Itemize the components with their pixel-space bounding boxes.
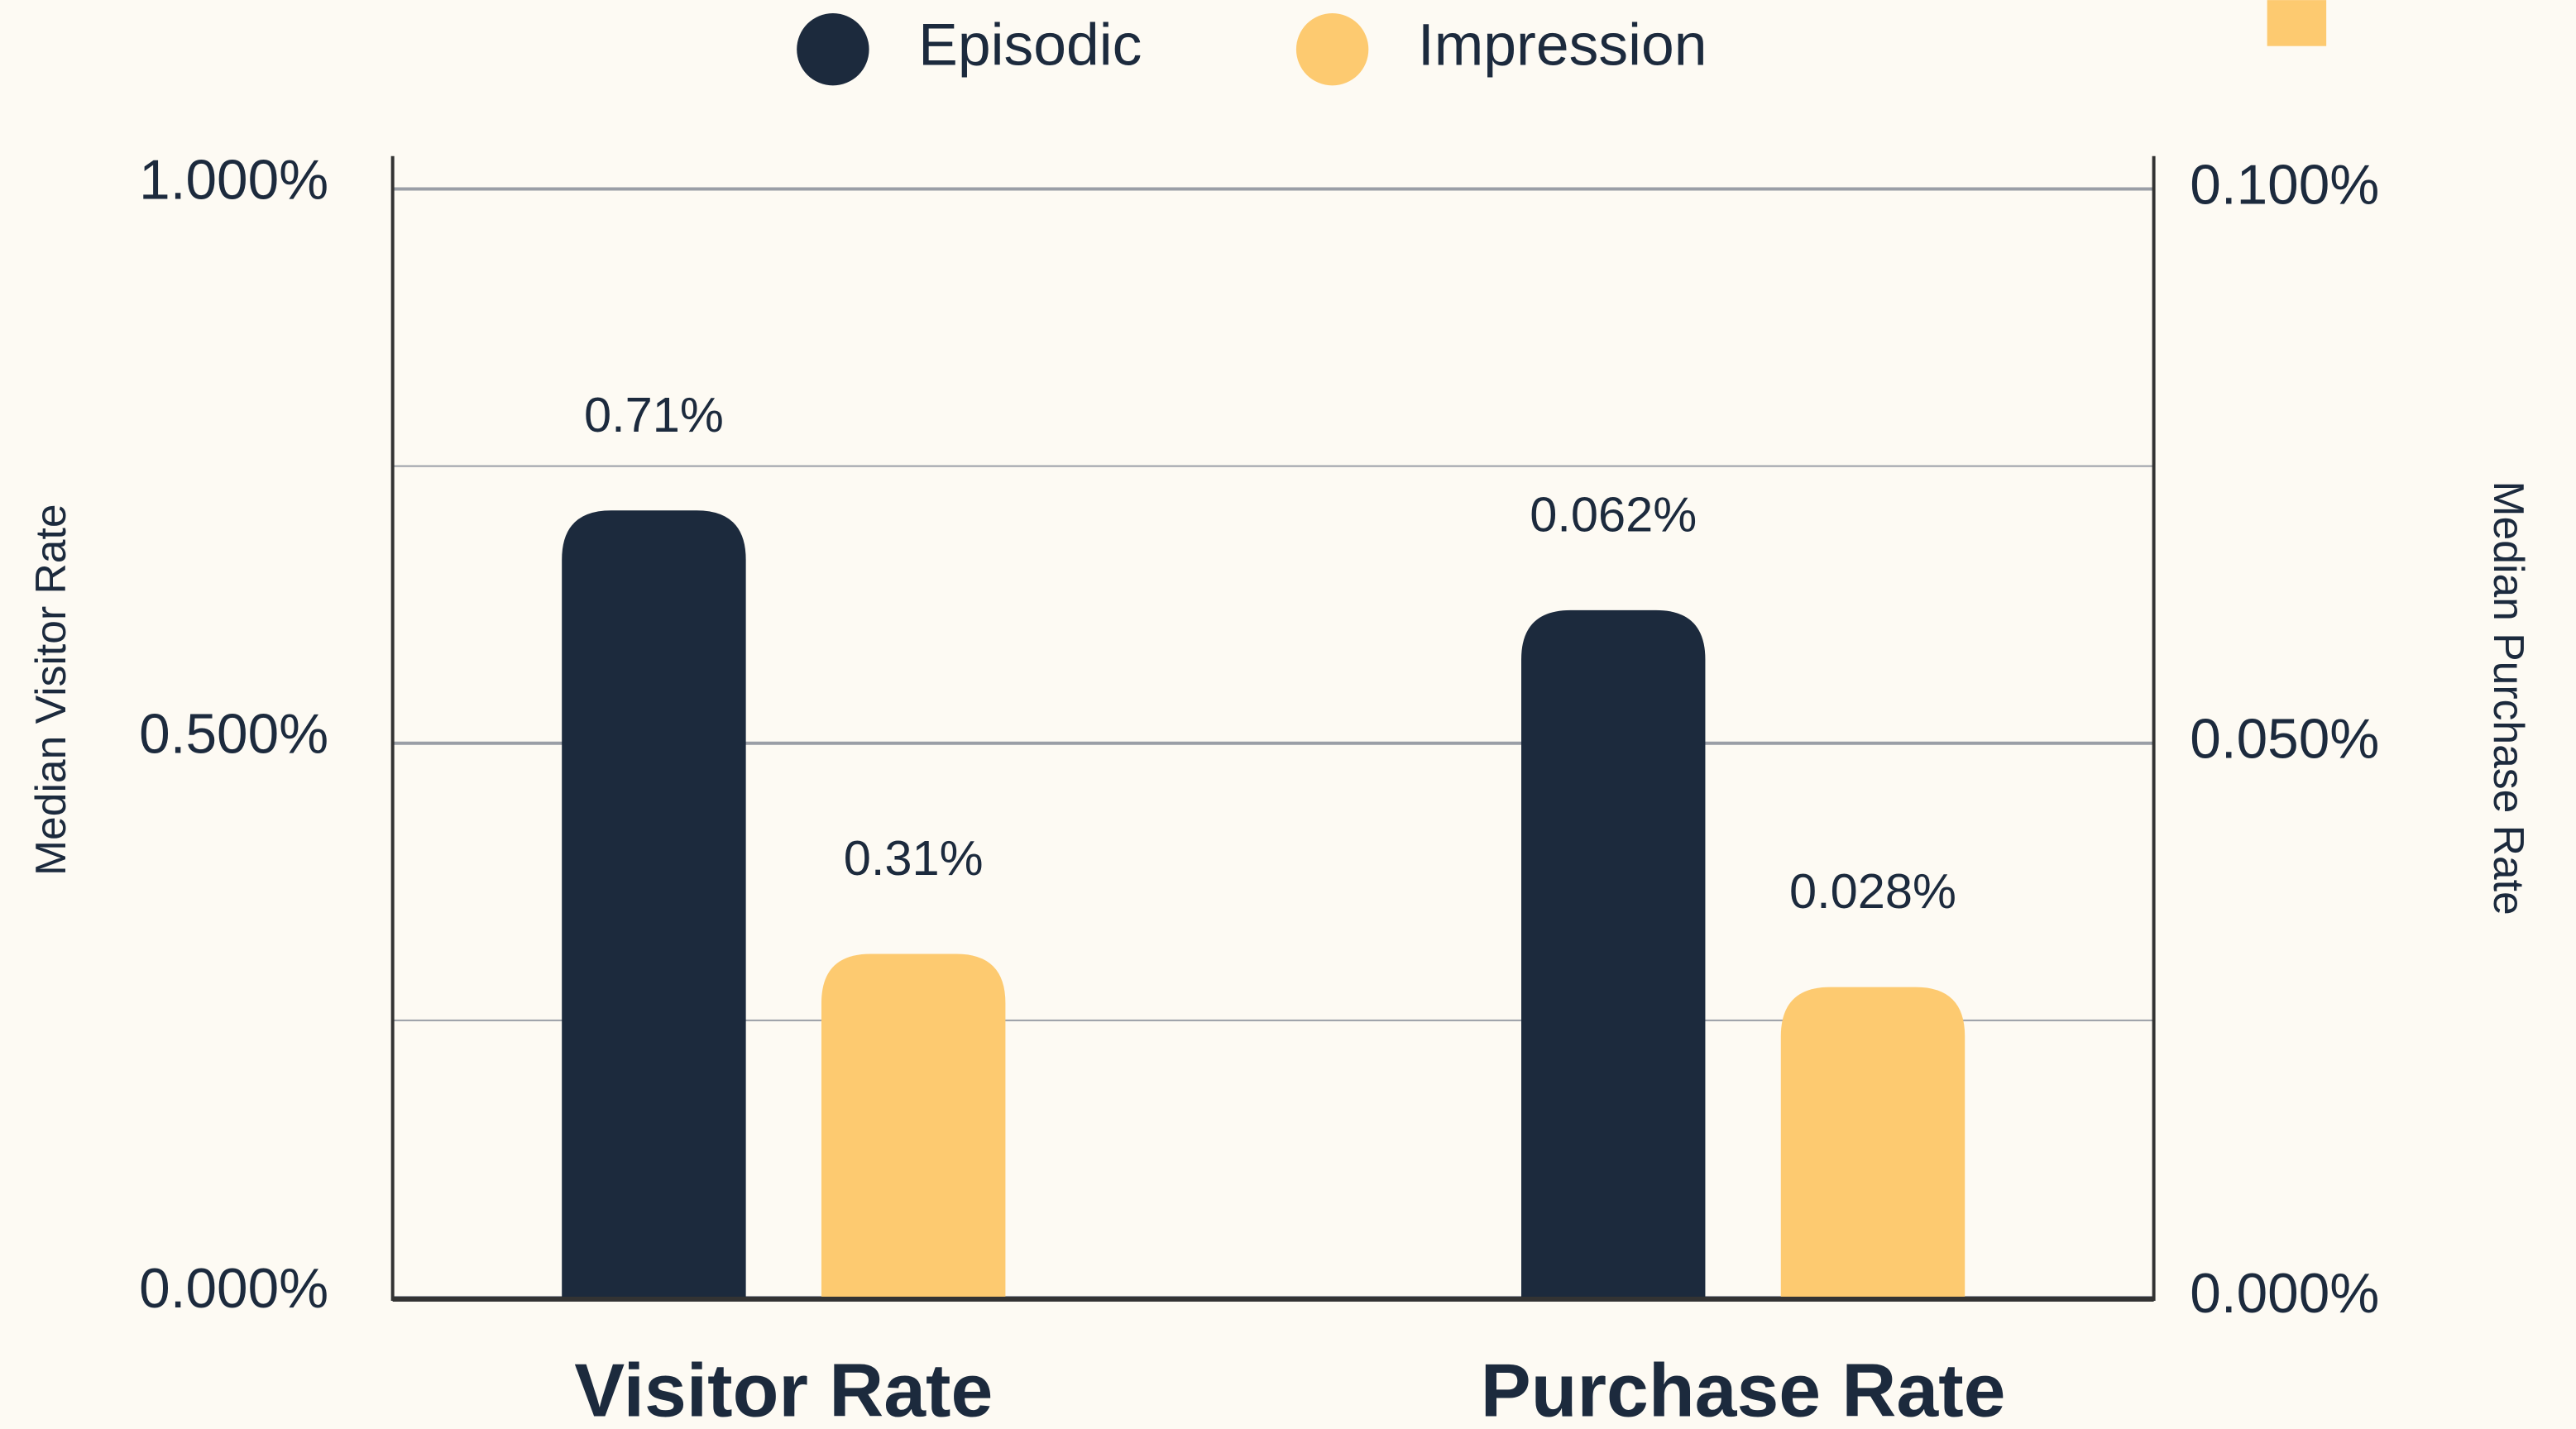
y-tick-label: 1.000% — [139, 149, 328, 211]
corner-swatch — [2267, 0, 2327, 46]
y-tick-label: 0.500% — [139, 704, 328, 766]
y-axis-label: Median Visitor Rate — [26, 504, 74, 876]
bar — [562, 510, 746, 1298]
value-label: 0.062% — [1530, 486, 1697, 542]
value-label: 0.31% — [844, 830, 984, 886]
y2-tick-label: 0.050% — [2190, 709, 2379, 771]
x-tick-label: Visitor Rate — [574, 1348, 993, 1429]
y-tick-label: 0.000% — [139, 1258, 328, 1320]
y2-axis-label: Median Purchase Rate — [2485, 481, 2533, 915]
legend-label: Impression — [1418, 12, 1707, 79]
y2-tick-label: 0.100% — [2190, 154, 2379, 216]
legend-label: Episodic — [918, 12, 1142, 79]
value-label: 0.71% — [584, 387, 724, 442]
x-tick-label: Purchase Rate — [1481, 1348, 2006, 1429]
value-label: 0.028% — [1789, 863, 1956, 919]
bar — [1521, 609, 1706, 1298]
legend-marker — [797, 12, 869, 86]
bar — [821, 953, 1006, 1298]
bar — [1780, 987, 1966, 1298]
legend-marker — [1295, 12, 1369, 86]
y2-tick-label: 0.000% — [2190, 1263, 2379, 1325]
